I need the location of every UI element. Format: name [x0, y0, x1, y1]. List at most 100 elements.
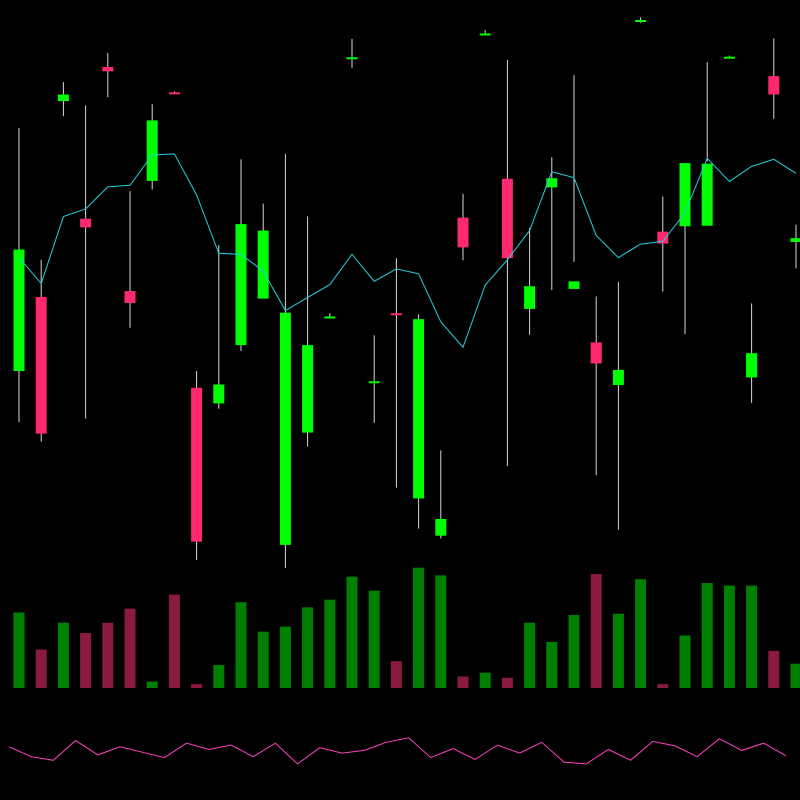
- volume-bar: [168, 594, 180, 688]
- volume-bar: [368, 590, 380, 688]
- volume-bar: [257, 631, 269, 688]
- volume-bar: [590, 574, 602, 688]
- candle-body: [568, 281, 580, 289]
- candle-body: [302, 345, 314, 433]
- candle-body: [168, 92, 180, 95]
- candle: [13, 128, 25, 423]
- candle-body: [13, 249, 25, 371]
- volume-bar: [213, 664, 225, 688]
- candle-body: [679, 163, 691, 227]
- candle: [279, 153, 291, 569]
- candle-body: [746, 353, 758, 378]
- candle: [124, 191, 136, 328]
- candle: [435, 450, 447, 539]
- volume-bar: [146, 681, 158, 688]
- volume-bar: [524, 622, 536, 688]
- candle-body: [768, 76, 780, 95]
- candle-body: [368, 381, 380, 384]
- candle-body: [546, 178, 558, 188]
- candle-body: [524, 286, 536, 309]
- candle: [368, 335, 380, 423]
- candle-body: [102, 66, 114, 72]
- candle: [302, 216, 314, 447]
- candle-body: [80, 218, 92, 228]
- candle: [191, 371, 203, 560]
- candle: [413, 314, 425, 529]
- indicator-line: [8, 737, 787, 765]
- volume-bar: [302, 607, 314, 688]
- candle: [57, 82, 69, 117]
- indicator-panel: [8, 737, 787, 765]
- candle: [235, 159, 247, 352]
- candle: [723, 55, 735, 59]
- price-panel: [13, 17, 800, 569]
- volume-bar: [701, 583, 713, 688]
- volume-bar: [790, 663, 800, 688]
- volume-bar: [635, 579, 647, 688]
- candle-body: [790, 238, 800, 242]
- candle-body: [124, 291, 136, 303]
- candle-body: [612, 369, 624, 386]
- candle: [324, 313, 336, 319]
- candle: [146, 104, 158, 190]
- candle: [568, 75, 580, 289]
- candle-body: [279, 312, 291, 545]
- volume-bar: [57, 622, 69, 688]
- candle-body: [324, 316, 336, 319]
- candle: [213, 245, 225, 409]
- candle-body: [390, 313, 402, 316]
- candle-body: [257, 230, 269, 299]
- candle: [746, 303, 758, 403]
- volume-panel: [13, 567, 800, 688]
- volume-bar: [435, 575, 447, 688]
- candle-body: [457, 217, 469, 248]
- volume-bar: [235, 602, 247, 688]
- volume-bar: [124, 608, 136, 688]
- candle-body: [35, 297, 47, 434]
- candle: [479, 30, 491, 36]
- volume-bar: [657, 684, 669, 688]
- candle-body: [590, 342, 602, 364]
- candle: [679, 163, 691, 335]
- candle: [346, 38, 358, 69]
- candle: [701, 62, 713, 226]
- candle: [590, 296, 602, 476]
- candle: [546, 157, 558, 290]
- candle-body: [635, 20, 647, 22]
- volume-bar: [723, 585, 735, 688]
- candle-body: [657, 231, 669, 244]
- candle-body: [723, 56, 735, 59]
- candle-body: [235, 224, 247, 346]
- candle: [457, 193, 469, 261]
- moving-average-line: [18, 153, 797, 349]
- candle: [501, 59, 513, 467]
- candle: [168, 91, 180, 95]
- volume-bar: [746, 585, 758, 688]
- volume-bar: [279, 626, 291, 688]
- volume-bar: [324, 599, 336, 688]
- volume-bar: [102, 622, 114, 688]
- volume-bar: [13, 612, 25, 688]
- candle-body: [146, 120, 158, 181]
- volume-bar: [679, 635, 691, 688]
- volume-bar: [390, 661, 402, 688]
- candle: [635, 17, 647, 23]
- volume-bar: [479, 672, 491, 688]
- candle: [390, 258, 402, 488]
- volume-bar: [346, 576, 358, 688]
- candle: [790, 224, 800, 269]
- volume-bar: [457, 676, 469, 688]
- volume-bar: [80, 632, 92, 688]
- volume-bar: [191, 684, 203, 688]
- candle: [524, 227, 536, 335]
- volume-bar: [546, 641, 558, 688]
- candle-body: [413, 319, 425, 499]
- candle: [257, 203, 269, 299]
- volume-bar: [35, 649, 47, 688]
- candle: [80, 105, 92, 419]
- candle-body: [213, 384, 225, 404]
- candle: [35, 259, 47, 442]
- candle: [102, 52, 114, 98]
- candle-body: [501, 178, 513, 259]
